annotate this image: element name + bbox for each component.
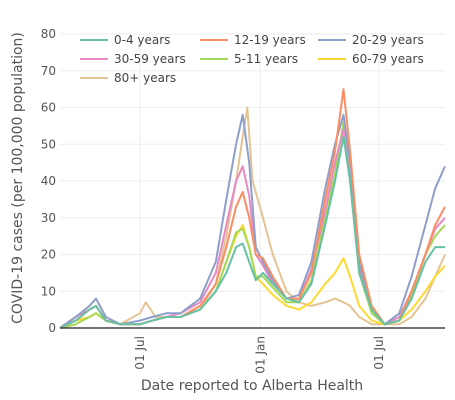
x-tick-label: 01 Jan [253,336,267,374]
legend-item[interactable]: 20-29 years [318,33,424,47]
y-tick-label: 10 [41,284,56,298]
legend-item[interactable]: 5-11 years [200,52,298,66]
y-tick-label: 30 [41,211,56,225]
x-tick-label: 01 Jul [372,336,386,370]
y-tick-label: 60 [41,101,56,115]
grid [60,33,445,328]
legend-item[interactable]: 80+ years [80,71,176,85]
legend-item[interactable]: 60-79 years [318,52,424,66]
axes: 0 10 20 30 40 50 60 70 80 01 Jul 01 Jan 01 Jul [41,27,445,374]
series-line-30-59-years [59,128,446,329]
legend-item[interactable]: 30-59 years [80,52,186,66]
legend-label: 20-29 years [352,33,424,47]
legend-label: 12-19 years [234,33,306,47]
series-line-80-years [59,106,446,329]
x-axis-title: Date reported to Alberta Health [141,378,363,394]
series-lines [59,88,446,329]
legend-label: 60-79 years [352,52,424,66]
legend-label: 30-59 years [114,52,186,66]
y-tick-label: 20 [41,248,56,262]
y-tick-label: 70 [41,64,56,78]
y-tick-label: 80 [41,27,56,41]
legend-label: 5-11 years [234,52,298,66]
legend-item[interactable]: 0-4 years [80,33,170,47]
y-axis-title: COVID-19 cases (per 100,000 population) [10,32,26,324]
legend-item[interactable]: 12-19 years [200,33,306,47]
y-tick-label: 0 [48,321,56,335]
y-tick-label: 50 [41,137,56,151]
x-tick-label: 01 Jul [133,336,147,370]
y-tick-label: 40 [41,174,56,188]
legend[interactable]: 0-4 years 12-19 years 20-29 years 30-59 yea… [80,33,424,85]
series-line-0-4-years [59,135,445,329]
legend-label: 80+ years [114,71,176,85]
legend-label: 0-4 years [114,33,170,47]
